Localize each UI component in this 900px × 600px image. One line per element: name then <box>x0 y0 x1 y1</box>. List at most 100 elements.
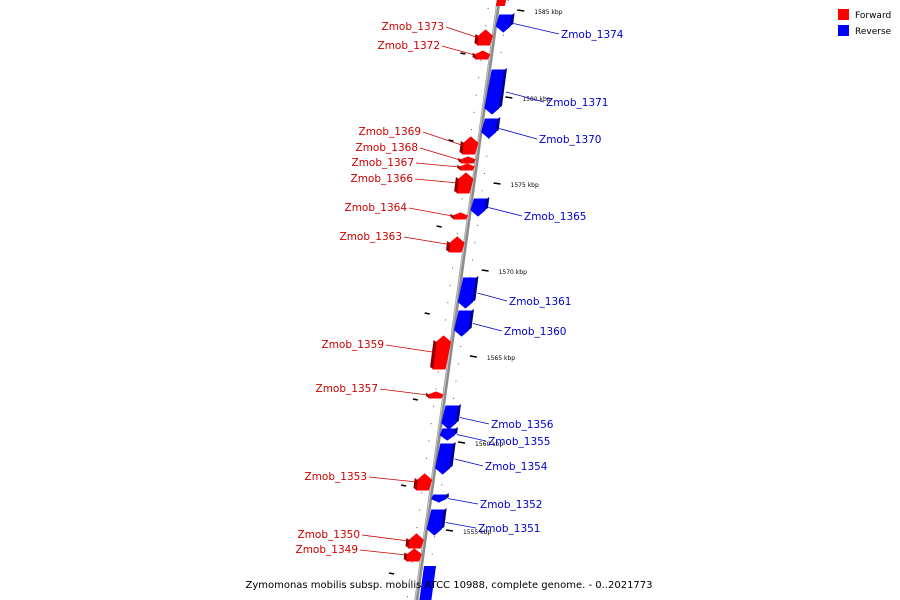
tick-label: 1555 kbp <box>463 529 491 536</box>
gene-body <box>426 509 445 536</box>
gene-connector <box>472 323 503 332</box>
gene-body-side <box>455 404 461 423</box>
tick-minor <box>483 173 485 174</box>
genome-backbone <box>414 0 501 600</box>
tick-minor <box>474 242 476 244</box>
gene-body <box>460 156 476 164</box>
gene-connector <box>447 498 479 505</box>
gene-body <box>484 69 505 115</box>
gene-Zmob_1356 <box>441 404 461 430</box>
tick-minor <box>473 111 475 113</box>
gene-Zmob_1350 <box>405 533 425 549</box>
gene-label-Zmob_1365: Zmob_1365 <box>524 211 586 223</box>
gene-body <box>454 310 472 337</box>
tick-major-left <box>448 139 454 142</box>
gene-connector <box>408 207 453 217</box>
gene-label-Zmob_1363: Zmob_1363 <box>340 231 402 243</box>
gene-body-side <box>468 309 474 330</box>
gene-Zmob_1366 <box>454 172 474 194</box>
tick-minor <box>421 492 423 494</box>
gene-Zmob_1364 <box>450 212 469 220</box>
gene-body-side <box>450 213 454 219</box>
gene-Zmob_1374 <box>495 13 515 33</box>
gene-label-Zmob_1371: Zmob_1371 <box>546 97 608 109</box>
gene-body-side <box>446 241 451 252</box>
tick-minor <box>418 509 420 511</box>
gene-body-side <box>472 52 476 59</box>
tick-minor <box>452 267 454 269</box>
gene-Zmob_1355 <box>439 427 458 441</box>
gene-label-Zmob_1354: Zmob_1354 <box>485 461 548 473</box>
gene-label-Zmob_1353: Zmob_1353 <box>305 471 367 483</box>
gene-Zmob_1361 <box>457 276 479 309</box>
gene-body <box>431 494 447 503</box>
gene-label-Zmob_1372: Zmob_1372 <box>378 40 440 52</box>
tick-minor <box>480 59 482 61</box>
gene-partial-top <box>495 0 507 6</box>
gene-body-side <box>413 478 418 490</box>
tick-minor <box>475 94 477 96</box>
gene-Zmob_1370 <box>481 117 501 139</box>
gene-connector <box>415 162 460 168</box>
tick-minor <box>469 276 471 278</box>
tick-major <box>469 355 477 358</box>
tick-label: 1570 kbp <box>499 269 527 276</box>
gene-connector <box>456 434 487 442</box>
gene-label-Zmob_1349: Zmob_1349 <box>296 544 358 556</box>
gene-connector <box>414 178 458 184</box>
tick-minor <box>435 388 437 390</box>
gene-connector <box>403 236 450 245</box>
tick-minor <box>478 77 480 79</box>
gene-partial-bottom <box>419 566 437 600</box>
tick-label: 1565 kbp <box>487 355 515 362</box>
gene-connector <box>422 131 463 146</box>
tick-major-left <box>424 312 430 315</box>
gene-Zmob_1363 <box>446 236 465 253</box>
gene-connector <box>488 207 523 217</box>
gene-body-side <box>454 177 459 193</box>
gene-body <box>415 473 433 491</box>
gene-connector <box>513 23 560 35</box>
gene-body-side <box>454 427 458 436</box>
tick-minor <box>476 224 478 226</box>
gene-body-side <box>495 117 501 132</box>
gene-body <box>459 163 475 171</box>
tick-major <box>505 96 513 99</box>
gene-connector <box>477 292 508 302</box>
gene-body-side <box>510 13 515 26</box>
gene-body <box>441 405 459 430</box>
tick-minor <box>486 155 488 157</box>
tick-minor <box>500 51 502 53</box>
gene-connector <box>379 388 428 396</box>
gene-connector <box>459 417 490 425</box>
tick-label: 1575 kbp <box>511 182 539 189</box>
gene-Zmob_1372 <box>472 50 491 60</box>
gene-Zmob_1353 <box>413 473 433 491</box>
gene-label-Zmob_1374: Zmob_1374 <box>561 29 624 41</box>
tick-minor <box>433 405 435 407</box>
genome-caption: Zymomonas mobilis subsp. mobilis ATCC 10… <box>245 580 652 591</box>
tick-minor <box>411 561 413 563</box>
tick-major <box>481 269 489 272</box>
gene-body <box>452 212 469 220</box>
gene-body-side <box>458 157 462 163</box>
tick-minor <box>455 380 457 382</box>
gene-connector <box>454 458 484 467</box>
tick-major <box>493 182 501 185</box>
tick-minor <box>456 232 458 234</box>
tick-minor <box>447 302 449 304</box>
gene-connector <box>385 344 436 353</box>
tick-minor <box>449 284 451 286</box>
tick-minor <box>502 34 504 36</box>
tick-label: 1560 kbp <box>475 441 503 448</box>
tick-major <box>517 9 525 12</box>
gene-label-Zmob_1369: Zmob_1369 <box>359 126 421 138</box>
tick-major-left <box>436 225 442 228</box>
tick-minor <box>441 484 443 486</box>
tick-label: 1580 kbp <box>522 96 550 103</box>
gene-body <box>475 50 491 60</box>
gene-label-Zmob_1368: Zmob_1368 <box>356 142 418 154</box>
gene-Zmob_1369 <box>459 136 479 155</box>
gene-connector <box>359 549 407 556</box>
